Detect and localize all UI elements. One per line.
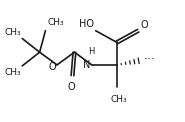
Text: ···: ··· (144, 53, 156, 66)
Text: H: H (88, 47, 94, 56)
Text: N: N (83, 60, 91, 70)
Text: O: O (48, 62, 56, 72)
Text: CH₃: CH₃ (5, 28, 21, 37)
Text: CH₃: CH₃ (111, 95, 127, 104)
Text: O: O (140, 20, 148, 30)
Text: HO: HO (79, 19, 94, 29)
Text: CH₃: CH₃ (47, 18, 64, 27)
Text: CH₃: CH₃ (5, 68, 21, 77)
Text: O: O (68, 81, 75, 92)
